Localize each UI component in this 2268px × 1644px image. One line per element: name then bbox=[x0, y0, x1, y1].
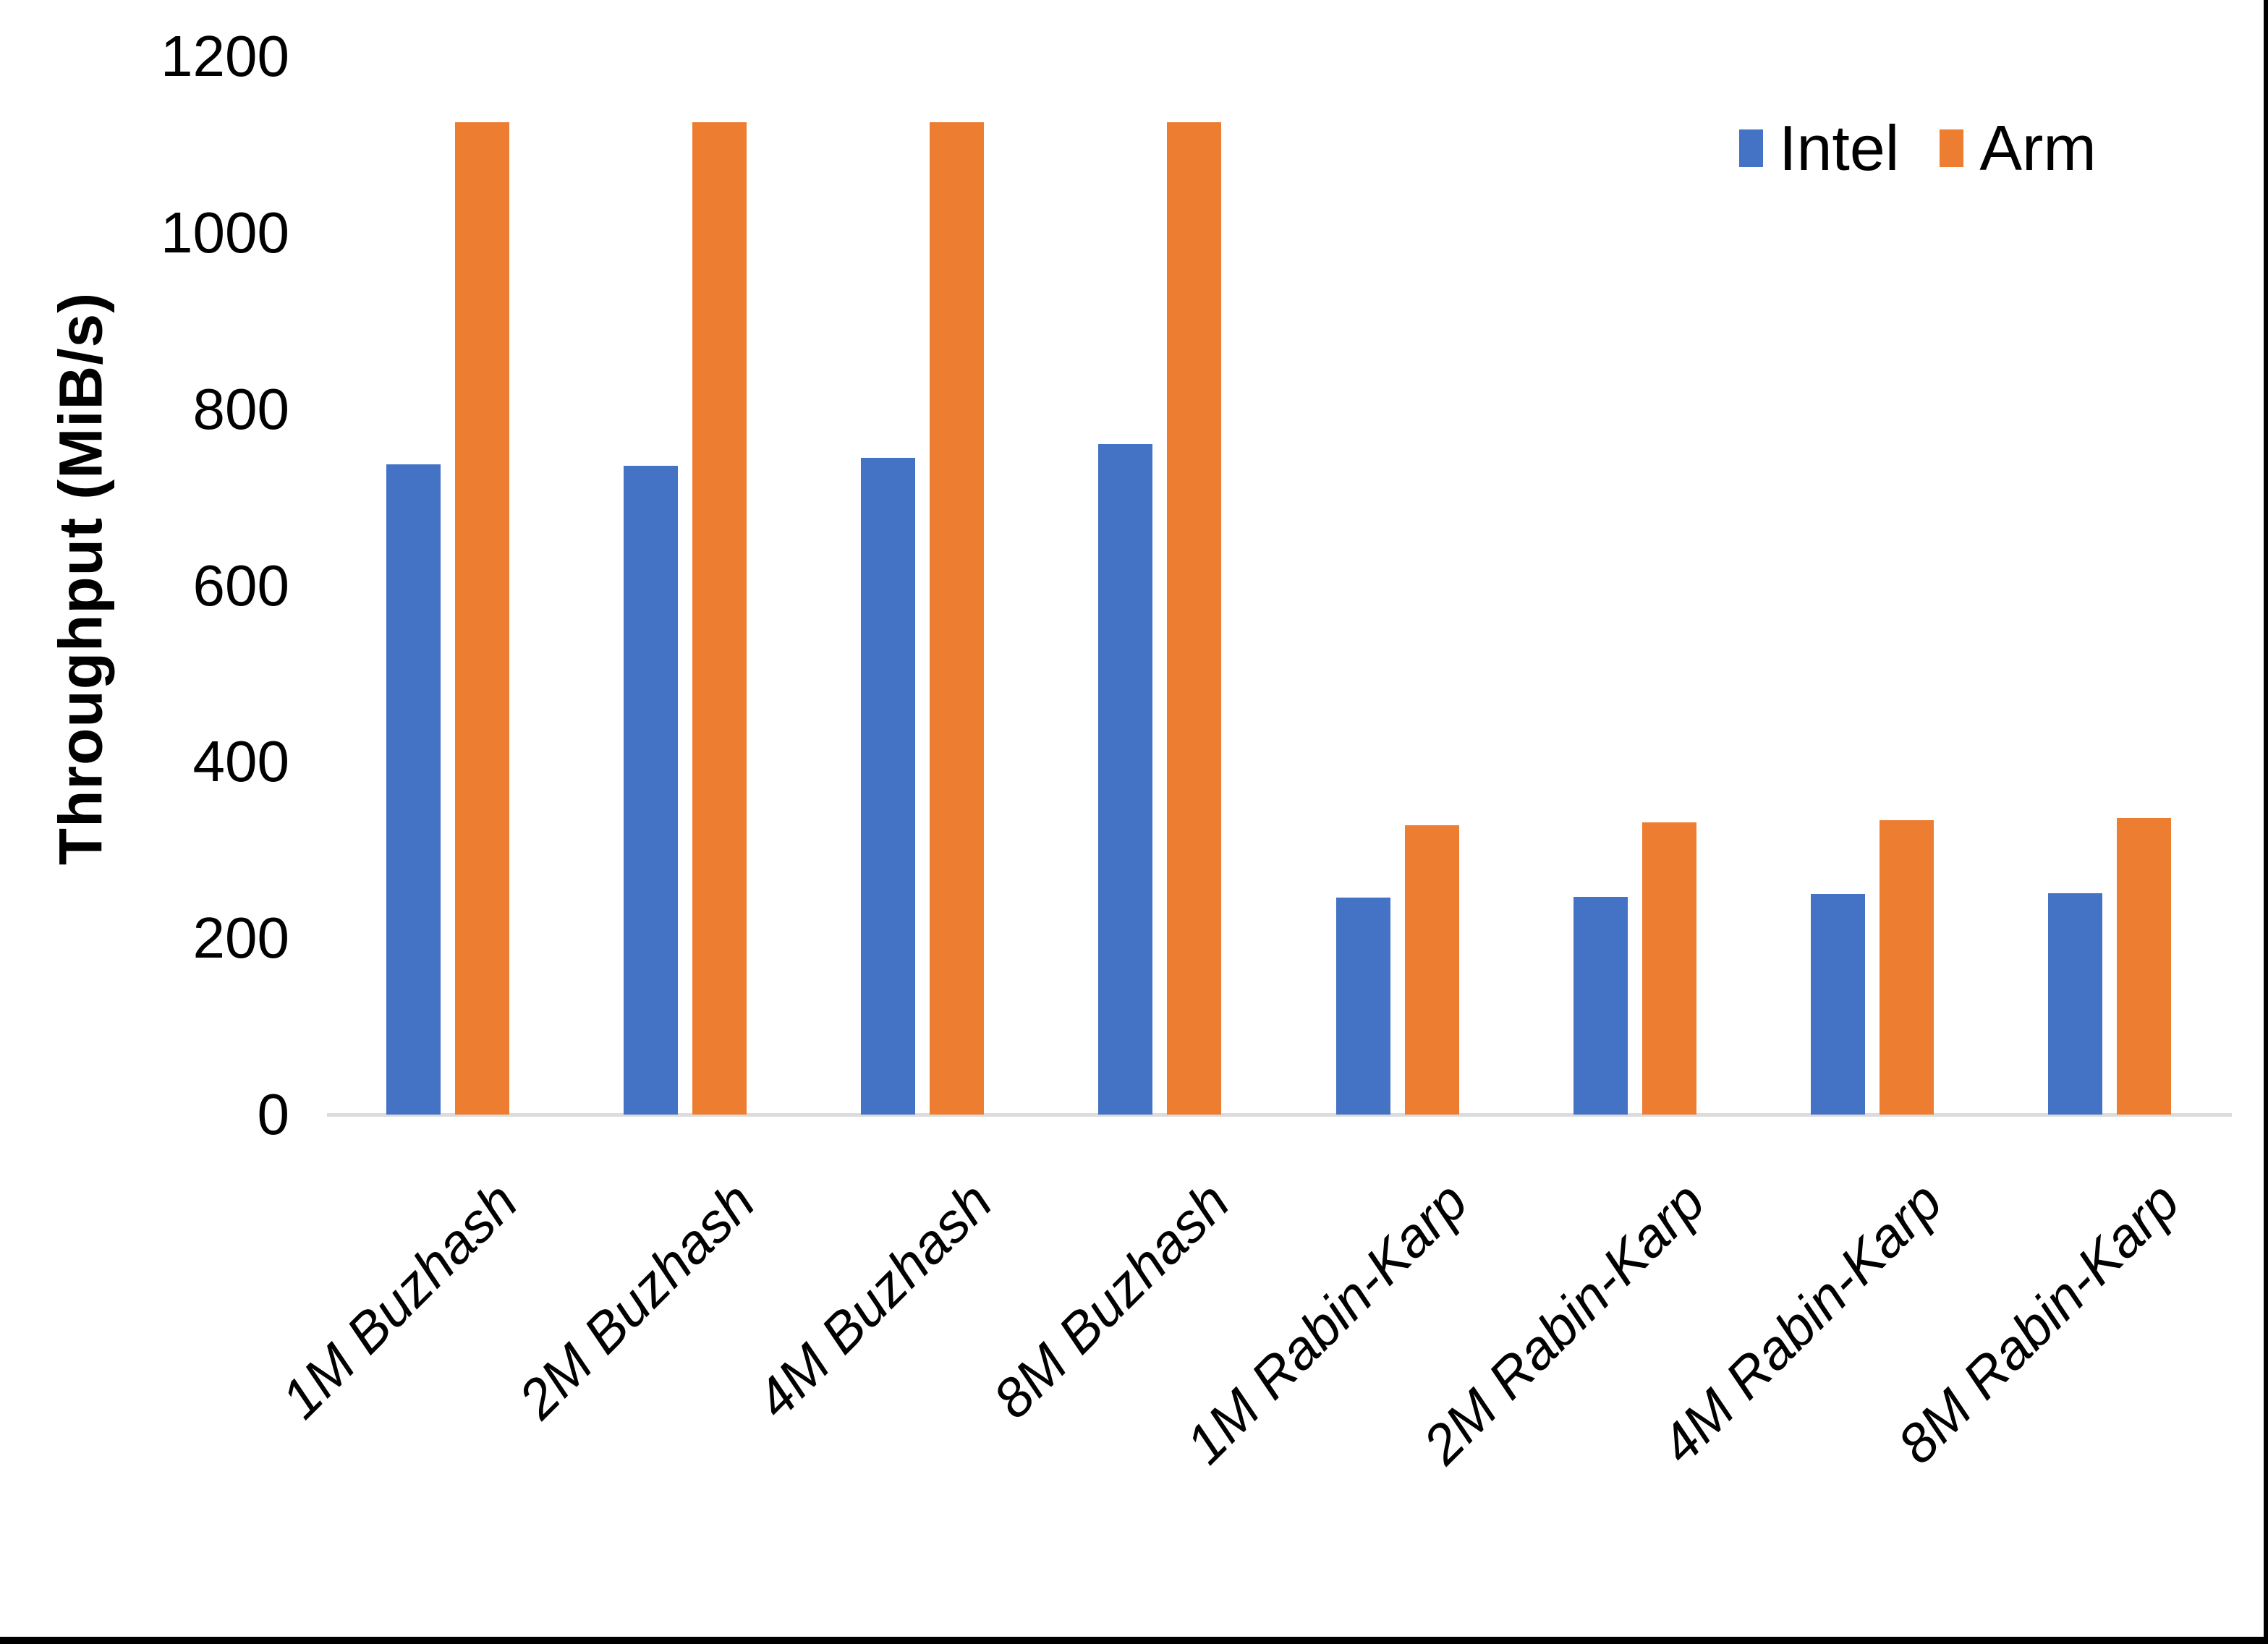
bar-intel-4m-rabin-karp bbox=[1810, 894, 1865, 1115]
bar-intel-2m-buzhash bbox=[624, 465, 679, 1115]
y-tick-label-1200: 1200 bbox=[161, 24, 289, 88]
bar-arm-2m-buzhash bbox=[692, 122, 747, 1115]
x-category-label-1m-buzhash: 1M Buzhash bbox=[270, 1170, 530, 1431]
bar-intel-4m-buzhash bbox=[861, 457, 916, 1115]
bar-arm-8m-rabin-karp bbox=[2116, 818, 2171, 1115]
legend-item-intel: Intel bbox=[1739, 114, 1899, 182]
y-tick-label-1000: 1000 bbox=[161, 200, 289, 265]
x-label-anchor: 8M Rabin-Karp bbox=[1886, 1170, 2268, 1476]
bar-arm-1m-rabin-karp bbox=[1404, 825, 1459, 1115]
intel-series-swatch-icon bbox=[1739, 129, 1763, 167]
bar-intel-1m-buzhash bbox=[386, 464, 441, 1115]
legend-item-arm: Arm bbox=[1940, 112, 2097, 184]
bar-arm-1m-buzhash bbox=[455, 122, 510, 1115]
bar-arm-2m-rabin-karp bbox=[1641, 822, 1696, 1115]
y-tick-label-400: 400 bbox=[192, 729, 289, 794]
x-axis-line bbox=[327, 1113, 2232, 1117]
arm-series-swatch-icon bbox=[1940, 129, 1964, 167]
y-tick-label-200: 200 bbox=[192, 906, 289, 971]
legend-label-intel: Intel bbox=[1779, 112, 1900, 184]
y-tick-label-600: 600 bbox=[192, 553, 289, 618]
y-tick-label-800: 800 bbox=[192, 376, 289, 441]
legend-label-arm: Arm bbox=[1979, 112, 2097, 184]
window-edge-bottom bbox=[0, 1637, 2268, 1644]
bar-intel-2m-rabin-karp bbox=[1573, 896, 1628, 1115]
bar-intel-8m-buzhash bbox=[1098, 444, 1153, 1115]
bar-intel-8m-rabin-karp bbox=[2047, 893, 2102, 1115]
window-edge-right bbox=[2264, 0, 2268, 1644]
legend: Intel Arm bbox=[1739, 114, 2097, 182]
bar-arm-8m-buzhash bbox=[1167, 122, 1222, 1115]
bar-intel-1m-rabin-karp bbox=[1335, 898, 1390, 1115]
bar-arm-4m-buzhash bbox=[930, 122, 985, 1115]
bar-arm-4m-rabin-karp bbox=[1879, 819, 1934, 1115]
y-tick-label-0: 0 bbox=[257, 1082, 290, 1146]
